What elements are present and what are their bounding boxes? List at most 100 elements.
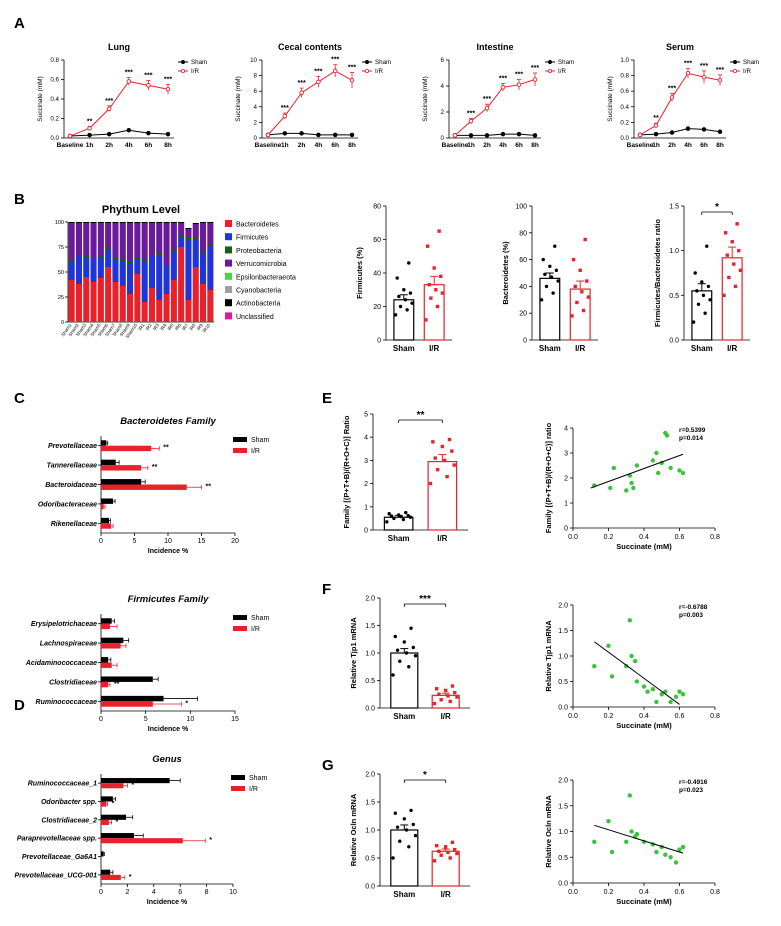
bar-I/R: [101, 701, 153, 707]
y-tick-label: 1.0: [558, 654, 568, 661]
significance-star: ***: [467, 111, 475, 118]
scatter-point: [654, 849, 659, 855]
y-axis-label: Family [(P+T+B)/(R+O+C)] Ratio: [342, 415, 351, 528]
significance-star: **: [114, 681, 120, 688]
data-point: [706, 284, 711, 289]
y-tick-label: 0.8: [50, 57, 59, 64]
stack-segment-Firmicutes: [127, 264, 134, 294]
y-tick-label: 4: [364, 435, 368, 442]
y-tick-label: 1.5: [558, 803, 568, 810]
data-point: [484, 133, 490, 138]
data-point: [435, 843, 439, 848]
scatter-point: [641, 684, 647, 689]
x-tick-label: Sham: [691, 344, 713, 353]
scatter-point: [650, 458, 656, 463]
legend-marker: [180, 69, 185, 74]
x-tick-label: 0.8: [710, 713, 720, 720]
legend-label: Sham: [251, 615, 269, 622]
data-point: [444, 845, 448, 849]
data-point: [539, 298, 544, 302]
y-tick-label: 0: [441, 135, 445, 142]
x-tick-label: 10: [229, 889, 237, 896]
stack-segment-Proteobacteria: [156, 253, 163, 255]
y-axis-label: Succinate (mM): [422, 76, 429, 122]
data-point: [411, 822, 415, 827]
stack-segment-Actinobacteria: [127, 222, 134, 223]
stack-segment-Verrucomicrobia: [192, 224, 199, 238]
x-tick-label: 8h: [716, 142, 724, 149]
data-point: [395, 825, 400, 829]
scatter-point: [654, 450, 659, 456]
regression-line: [590, 453, 684, 489]
x-tick-label: 8h: [531, 142, 539, 149]
y-tick-label: 1.0: [620, 57, 629, 64]
stack-segment-Verrucomicrobia: [141, 223, 148, 260]
data-point: [448, 699, 452, 704]
y-tick-label: 4: [441, 83, 445, 90]
series-line-I/R: [639, 72, 721, 136]
y-tick-label: 20: [519, 311, 527, 318]
data-point: [393, 811, 397, 815]
y-tick-label: 2.0: [558, 603, 568, 610]
y-axis-label: Relative Tjp1 mRNA: [544, 620, 553, 692]
bar-Sham: [101, 778, 170, 784]
y-tick-label: 1: [564, 501, 568, 508]
scatter-point: [677, 689, 682, 694]
x-tick-label: IR6: [174, 322, 182, 331]
stack-segment-Verrucomicrobia: [207, 223, 214, 244]
y-tick-label: 2: [564, 476, 568, 483]
data-point: [385, 520, 389, 524]
scatter-point: [631, 485, 636, 491]
significance-star: ***: [531, 65, 539, 72]
y-tick-label: 0.2: [50, 116, 59, 123]
data-point: [332, 132, 338, 138]
data-point: [408, 291, 413, 295]
data-point: [316, 79, 321, 85]
legend-swatch: [233, 615, 247, 620]
data-point: [725, 253, 729, 257]
stack-segment-Firmicutes: [97, 258, 104, 278]
data-point: [444, 688, 448, 693]
data-point: [265, 132, 271, 138]
x-tick-label: 0.0: [568, 889, 578, 896]
legend-label: I/R: [249, 786, 258, 793]
scatter-chart-E-scatter: 0 1 2 3 4 0.0 0.2 0.4 0.6 0.8 Succinate (mM) Family…: [544, 422, 720, 551]
data-point: [332, 68, 338, 74]
legend-swatch: [225, 246, 232, 254]
data-point: [437, 692, 441, 696]
stack-segment-Actinobacteria: [134, 222, 141, 223]
scatter-point: [632, 658, 638, 664]
stack-segment-Actinobacteria: [192, 223, 199, 224]
x-axis-label: Incidence %: [147, 899, 188, 906]
stack-segment-Bacteroidetes: [119, 286, 126, 322]
bar-I/R: [101, 503, 104, 510]
chart-title: Phythum Level: [102, 204, 180, 216]
y-tick-label: 8: [254, 73, 258, 80]
bar-I/R: [101, 623, 110, 630]
stack-segment-Firmicutes: [178, 237, 185, 247]
significance-star: ***: [125, 70, 133, 77]
x-tick-label: 0.2: [604, 534, 614, 541]
data-point: [532, 77, 538, 82]
bar-chart-F-bar: 0.0 0.5 1.0 1.5 2.0 Relative Tjp1 mRNA Sham I/R…: [349, 594, 470, 721]
legend-label: Sham: [191, 59, 207, 66]
line-chart-A-lung: Lung 0.0 0.2 0.4 0.6 0.8 Baseline 1h 2h 4h 6h 8h Suc…: [37, 42, 207, 149]
legend-label: I/R: [558, 68, 566, 75]
data-point: [705, 244, 709, 248]
stack-segment-Bacteroidetes: [90, 282, 97, 322]
stack-segment-Actinobacteria: [207, 222, 214, 223]
y-axis-label: Bacteroidetes (%): [501, 241, 510, 305]
legend-swatch: [231, 786, 245, 791]
data-point: [424, 318, 428, 322]
stats-annotation: r=0.5399: [679, 427, 706, 434]
scatter-point: [663, 852, 668, 857]
stack-segment-Bacteroidetes: [207, 290, 214, 322]
x-tick-label: 2h: [105, 142, 113, 149]
y-tick-label: 75: [58, 245, 64, 251]
scatter-point: [677, 468, 682, 473]
x-tick-label: IR10: [202, 322, 212, 333]
data-point: [396, 513, 401, 517]
bar-I/R: [101, 465, 142, 471]
data-point: [409, 626, 413, 630]
stack-segment-Firmicutes: [105, 249, 112, 267]
